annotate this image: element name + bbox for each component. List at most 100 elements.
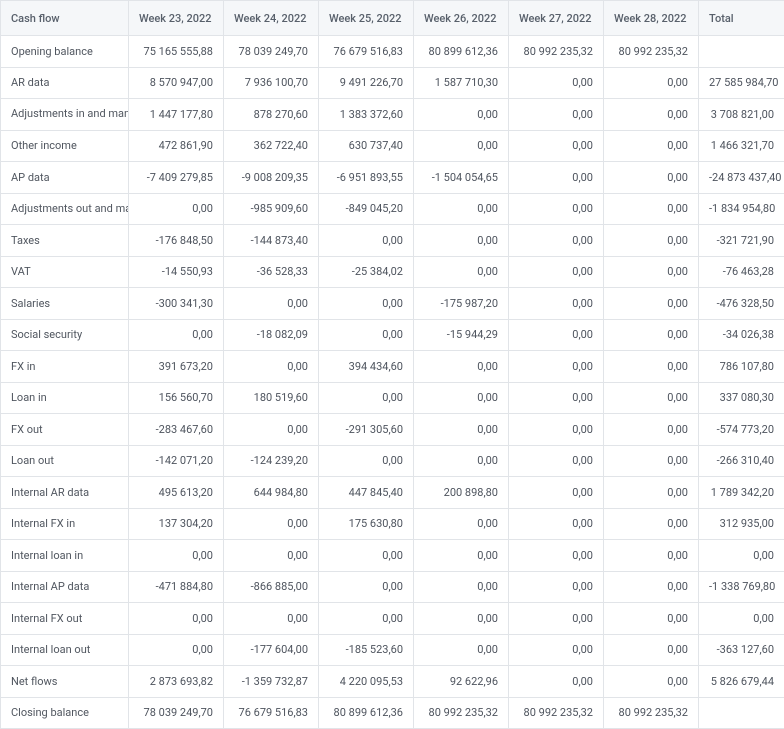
- cell-total: 27 585 984,70: [699, 67, 784, 99]
- cell-w26: 0,00: [414, 256, 509, 288]
- cell-w28: 0,00: [604, 666, 699, 698]
- cell-w26: 0,00: [414, 193, 509, 225]
- cell-w24: 76 679 516,83: [224, 697, 319, 729]
- cell-w24: 0,00: [224, 414, 319, 446]
- cell-w26: 0,00: [414, 603, 509, 635]
- cell-w28: 0,00: [604, 477, 699, 509]
- cell-w24: -985 909,60: [224, 193, 319, 225]
- cell-w23: 0,00: [129, 193, 224, 225]
- cell-w23: 472 861,90: [129, 130, 224, 162]
- cell-w26: 0,00: [414, 540, 509, 572]
- cell-w23: 156 560,70: [129, 382, 224, 414]
- cell-w24: -9 008 209,35: [224, 162, 319, 194]
- cell-total: -321 721,90: [699, 225, 784, 257]
- cell-w25: 0,00: [319, 445, 414, 477]
- cell-w25: -185 523,60: [319, 634, 414, 666]
- cell-w23: 137 304,20: [129, 508, 224, 540]
- cell-w23: 495 613,20: [129, 477, 224, 509]
- cell-total: -1 338 769,80: [699, 571, 784, 603]
- cell-w25: -25 384,02: [319, 256, 414, 288]
- cell-w28: 0,00: [604, 603, 699, 635]
- col-header-w24: Week 24, 2022: [224, 1, 319, 36]
- row-label: Salaries: [1, 288, 129, 320]
- cell-w27: 80 992 235,32: [509, 697, 604, 729]
- row-label: Social security: [1, 319, 129, 351]
- cell-w27: 0,00: [509, 319, 604, 351]
- col-header-w26: Week 26, 2022: [414, 1, 509, 36]
- cell-w23: -283 467,60: [129, 414, 224, 446]
- cell-w28: 0,00: [604, 193, 699, 225]
- table-row: Closing balance78 039 249,7076 679 516,8…: [1, 697, 784, 729]
- table-row: Taxes-176 848,50-144 873,400,000,000,000…: [1, 225, 784, 257]
- cell-w24: 0,00: [224, 288, 319, 320]
- cell-w25: 630 737,40: [319, 130, 414, 162]
- cell-w26: -15 944,29: [414, 319, 509, 351]
- cell-w27: 0,00: [509, 540, 604, 572]
- row-label: Adjustments in and manual in: [1, 99, 129, 131]
- cell-w27: 0,00: [509, 162, 604, 194]
- cell-w27: 0,00: [509, 666, 604, 698]
- cell-w23: 0,00: [129, 634, 224, 666]
- cell-w26: 0,00: [414, 508, 509, 540]
- cell-w26: 0,00: [414, 445, 509, 477]
- cell-w25: 0,00: [319, 319, 414, 351]
- cell-total: -1 834 954,80: [699, 193, 784, 225]
- cell-w23: 0,00: [129, 319, 224, 351]
- row-label: Internal AR data: [1, 477, 129, 509]
- cell-w26: -1 504 054,65: [414, 162, 509, 194]
- row-label: Taxes: [1, 225, 129, 257]
- cell-w27: 0,00: [509, 99, 604, 131]
- cell-w24: -177 604,00: [224, 634, 319, 666]
- table-row: Adjustments in and manual in1 447 177,80…: [1, 99, 784, 131]
- cell-w26: -175 987,20: [414, 288, 509, 320]
- cell-w27: 0,00: [509, 603, 604, 635]
- cell-w27: 0,00: [509, 351, 604, 383]
- table-row: AP data-7 409 279,85-9 008 209,35-6 951 …: [1, 162, 784, 194]
- row-label: Other income: [1, 130, 129, 162]
- cell-w26: 0,00: [414, 414, 509, 446]
- cell-w24: 362 722,40: [224, 130, 319, 162]
- cell-total: -574 773,20: [699, 414, 784, 446]
- row-label: FX in: [1, 351, 129, 383]
- cell-w27: 0,00: [509, 382, 604, 414]
- cell-w24: 0,00: [224, 603, 319, 635]
- table-row: Other income472 861,90362 722,40630 737,…: [1, 130, 784, 162]
- table-row: Salaries-300 341,300,000,00-175 987,200,…: [1, 288, 784, 320]
- cell-w23: -300 341,30: [129, 288, 224, 320]
- cell-w23: 0,00: [129, 603, 224, 635]
- cell-w26: 0,00: [414, 99, 509, 131]
- row-label: Adjustments out and manual out: [1, 193, 129, 225]
- cell-total: [699, 36, 784, 68]
- cell-total: -476 328,50: [699, 288, 784, 320]
- cell-w24: -1 359 732,87: [224, 666, 319, 698]
- cell-w28: 0,00: [604, 414, 699, 446]
- row-label: Loan out: [1, 445, 129, 477]
- cell-w28: 80 992 235,32: [604, 697, 699, 729]
- cell-total: -266 310,40: [699, 445, 784, 477]
- cell-w24: 7 936 100,70: [224, 67, 319, 99]
- table-row: Opening balance75 165 555,8878 039 249,7…: [1, 36, 784, 68]
- row-label: Internal loan in: [1, 540, 129, 572]
- cell-w26: 0,00: [414, 634, 509, 666]
- table-row: Social security0,00-18 082,090,00-15 944…: [1, 319, 784, 351]
- cell-w25: 0,00: [319, 603, 414, 635]
- cell-w24: -36 528,33: [224, 256, 319, 288]
- row-label: FX out: [1, 414, 129, 446]
- cell-w28: 0,00: [604, 319, 699, 351]
- table-body: Opening balance75 165 555,8878 039 249,7…: [1, 36, 784, 729]
- cell-total: 0,00: [699, 540, 784, 572]
- row-label: Internal FX out: [1, 603, 129, 635]
- cell-w25: 394 434,60: [319, 351, 414, 383]
- table-row: Adjustments out and manual out0,00-985 9…: [1, 193, 784, 225]
- table-row: Loan out-142 071,20-124 239,200,000,000,…: [1, 445, 784, 477]
- cell-total: 1 789 342,20: [699, 477, 784, 509]
- cell-w23: -176 848,50: [129, 225, 224, 257]
- cell-w27: 0,00: [509, 67, 604, 99]
- col-header-w25: Week 25, 2022: [319, 1, 414, 36]
- cell-w25: 9 491 226,70: [319, 67, 414, 99]
- cell-total: 5 826 679,44: [699, 666, 784, 698]
- cell-w25: 0,00: [319, 288, 414, 320]
- cell-total: -34 026,38: [699, 319, 784, 351]
- cash-flow-table: Cash flowWeek 23, 2022Week 24, 2022Week …: [0, 0, 784, 729]
- cell-w28: 0,00: [604, 508, 699, 540]
